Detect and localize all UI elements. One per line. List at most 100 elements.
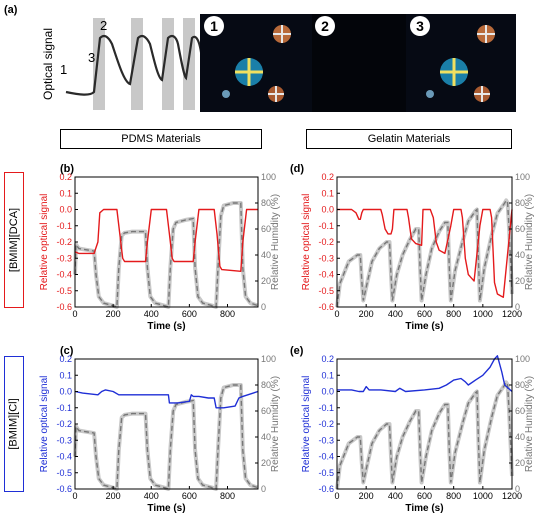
ytick-label-e: -0.4: [318, 452, 334, 462]
point-1-label: 1: [60, 62, 67, 77]
y2tick-label-c: 40: [261, 432, 271, 442]
y2tick-label-d: 100: [515, 172, 530, 182]
y2tick-label-e: 40: [515, 432, 525, 442]
panel-a-signal-line: [65, 34, 215, 101]
spherulite-small-1a-cross: [273, 25, 291, 43]
ytick-label-d: 0.0: [321, 205, 334, 215]
y2label-c: Relative Humidity (%): [270, 376, 281, 472]
ytick-label-c: 0.0: [59, 387, 72, 397]
xtick-label-b: 600: [182, 309, 197, 319]
gray-band-3: [162, 18, 174, 110]
axes-frame-c: [74, 358, 259, 490]
row-label-cl-box: [BMIM][Cl]: [4, 356, 24, 492]
ytick-label-b: -0.6: [56, 302, 72, 312]
ytick-label-d: -0.1: [318, 221, 334, 231]
ytick-label-d: -0.4: [318, 270, 334, 280]
ytick-label-d: 0.2: [321, 172, 334, 182]
humidity-line-c: [74, 384, 259, 490]
ytick-label-e: -0.1: [318, 403, 334, 413]
ytick-label-c: 0.2: [59, 354, 72, 364]
ytick-label-e: -0.2: [318, 419, 334, 429]
xtick-label-b: 800: [220, 309, 235, 319]
y2label-e: Relative Humidity (%): [524, 376, 535, 472]
xtick-label-d: 1000: [473, 309, 493, 319]
humidity-band-b: [73, 201, 259, 309]
y2tick-label-d: 80: [515, 198, 525, 208]
panel-a-ylabel: Optical signal: [41, 28, 55, 100]
ytick-label-c: -0.2: [56, 419, 72, 429]
signal-line-d: [337, 208, 513, 298]
micrograph-2: 2: [312, 14, 406, 112]
y2tick-label-e: 60: [515, 406, 525, 416]
micrograph-1-number-circle: [204, 16, 224, 36]
ylabel-b: Relative optical signal: [39, 194, 50, 291]
panel-c-label: (c): [60, 345, 74, 357]
xtick-label-d: 0: [334, 309, 339, 319]
chart-panel-d: -0.6 -0.5 -0.4 -0.3 -0.2 -0.1 0.0 0.1 0.2 0 20 40 60…: [301, 172, 535, 332]
xtick-label-b: 0: [72, 309, 77, 319]
micrograph-1: 1: [200, 14, 312, 112]
micrograph-3: 3: [406, 14, 516, 112]
ytick-label-c: -0.6: [56, 484, 72, 494]
y2tick-label-e: 20: [515, 458, 525, 468]
xtick-label-b: 400: [144, 309, 159, 319]
signal-line-e: [337, 355, 513, 393]
spherulite-small-3b-cross: [474, 86, 490, 102]
ytick-label-b: -0.2: [56, 237, 72, 247]
xtick-label-e: 1200: [502, 491, 522, 501]
xtick-label-d: 600: [417, 309, 432, 319]
spherulite-tiny-1: [222, 90, 230, 98]
y2tick-label-b: 80: [261, 198, 271, 208]
xtick-label-c: 0: [72, 491, 77, 501]
ylabel-d: Relative optical signal: [301, 194, 312, 291]
spherulite-large-3-cross: [440, 58, 468, 86]
chart-panel-e: -0.6 -0.5 -0.4 -0.3 -0.2 -0.1 0.0 0.1 0.2 0 20 40 60…: [301, 354, 535, 514]
ytick-label-b: -0.5: [56, 286, 72, 296]
ytick-label-e: -0.3: [318, 435, 334, 445]
ylabel-c: Relative optical signal: [39, 376, 50, 473]
xtick-label-e: 0: [334, 491, 339, 501]
ylabel-e: Relative optical signal: [301, 376, 312, 473]
row-label-dca-text: [BMIM][DCA]: [8, 207, 21, 273]
gray-band-2: [131, 18, 143, 110]
micrograph-2-number: 2: [321, 18, 329, 34]
spherulite-small-3a-cross: [477, 25, 495, 43]
ytick-label-e: -0.5: [318, 468, 334, 478]
row-label-cl-text: [BMIM][Cl]: [8, 398, 20, 450]
y2tick-label-b: 0: [261, 302, 266, 312]
ytick-label-e: 0.1: [321, 370, 334, 380]
header-pdms-box: PDMS Materials: [60, 129, 262, 149]
ytick-label-c: -0.5: [56, 468, 72, 478]
xtick-label-e: 200: [359, 491, 374, 501]
y2tick-label-c: 60: [261, 406, 271, 416]
signal-line-c: [74, 389, 259, 409]
y2tick-label-b: 60: [261, 224, 271, 234]
chart-panel-c: -0.6 -0.5 -0.4 -0.3 -0.2 -0.1 0.0 0.1 0.2 0 20 40 60…: [39, 354, 281, 514]
ytick-label-d: -0.3: [318, 253, 334, 263]
panel-b-label: (b): [60, 163, 75, 175]
point-2-label: 2: [100, 18, 107, 33]
ytick-label-e: 0.2: [321, 354, 334, 364]
humidity-band-c: [73, 383, 259, 491]
spherulite-large-1-cross: [235, 58, 263, 86]
ytick-label-e: 0.0: [321, 387, 334, 397]
ytick-label-d: -0.2: [318, 237, 334, 247]
gray-band-1: [93, 18, 105, 110]
axes-frame-b: [74, 176, 259, 308]
micrograph-2-number-circle: [315, 16, 335, 36]
spherulite-small-1b-cross: [268, 86, 284, 102]
ytick-label-b: -0.1: [56, 221, 72, 231]
xtick-label-c: 400: [144, 491, 159, 501]
panel-d-label: (d): [290, 163, 305, 175]
micrograph-1-number: 1: [210, 18, 218, 34]
humidity-line-b: [74, 202, 259, 308]
ytick-label-c: -0.1: [56, 403, 72, 413]
signal-line-b: [74, 208, 258, 272]
xtick-label-c: 800: [220, 491, 235, 501]
xlabel-e: Time (s): [405, 503, 443, 514]
xtick-label-d: 200: [359, 309, 374, 319]
y2tick-label-d: 0: [515, 302, 520, 312]
ytick-label-c: -0.4: [56, 452, 72, 462]
ytick-label-d: 0.1: [321, 188, 334, 198]
y2tick-label-c: 80: [261, 380, 271, 390]
